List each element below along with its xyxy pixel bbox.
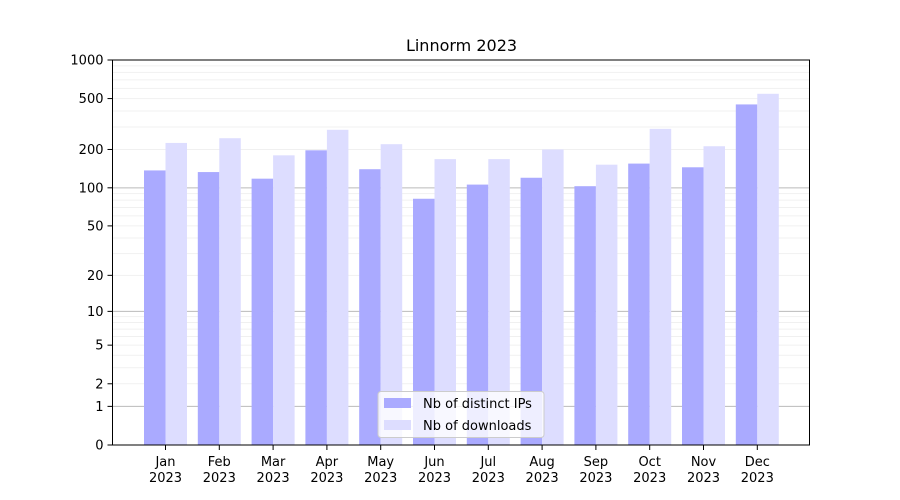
y-tick-label: 20 [87,269,104,284]
y-axis: 0 1 2 5 10 20 50 100 200 500 1000 [70,54,113,454]
x-tick-label-month: Nov [691,455,717,470]
bar-distinct-ips-feb [197,172,220,446]
x-tick-label-year: 2023 [310,471,343,486]
bars [144,93,779,446]
x-tick-label-year: 2023 [203,471,236,486]
bar-distinct-ips-jun [413,198,435,445]
y-tick-label: 200 [79,143,104,158]
legend-swatch-distinct-ips [384,398,411,408]
bar-downloads-oct [649,128,672,446]
x-tick-label-year: 2023 [472,471,505,486]
x-tick-label-month: Jan [154,455,175,470]
y-tick-label: 5 [95,339,103,354]
x-tick-label-month: Dec [745,455,770,470]
legend-label-distinct-ips: Nb of distinct IPs [423,397,532,412]
x-tick-label-month: Jun [423,455,444,470]
bar-downloads-aug [542,149,564,445]
y-tick-label: 2 [95,377,103,392]
legend-label-downloads: Nb of downloads [423,419,532,434]
y-tick-label: 0 [95,439,103,454]
x-tick-label-year: 2023 [741,471,774,486]
x-tick-label-month: May [367,455,394,470]
x-tick-label-year: 2023 [149,471,182,486]
x-tick-label-year: 2023 [526,471,559,486]
bar-downloads-jul [488,159,510,445]
bar-distinct-ips-aug [520,177,543,446]
bar-distinct-ips-mar [251,178,274,445]
bar-downloads-may [380,144,403,445]
x-tick-label-month: Aug [529,455,554,470]
bar-distinct-ips-nov [682,167,704,446]
legend-box [377,391,545,438]
bar-distinct-ips-jul [466,184,489,445]
x-tick-label-year: 2023 [687,471,720,486]
x-tick-label-year: 2023 [418,471,451,486]
y-tick-label: 1 [95,400,103,415]
x-tick-label-month: Feb [208,455,231,470]
bar-distinct-ips-dec [735,104,758,445]
x-tick-label-month: Mar [261,455,286,470]
y-tick-label: 500 [79,92,104,107]
y-tick-label: 50 [87,219,104,234]
x-tick-label-month: Sep [584,455,609,470]
bar-downloads-jun [434,159,456,445]
bar-distinct-ips-sep [574,186,596,446]
y-tick-label: 10 [87,305,104,320]
bar-downloads-sep [595,164,618,446]
bar-distinct-ips-apr [305,150,327,445]
x-tick-label-month: Apr [316,455,339,470]
x-tick-label-month: Oct [638,455,660,470]
y-tick-label: 100 [79,181,104,196]
y-tick-label: 1000 [70,54,103,69]
x-tick-label-year: 2023 [633,471,666,486]
x-tick-label-year: 2023 [579,471,612,486]
plot-area-frame [112,59,810,446]
bar-downloads-nov [703,146,725,446]
bar-downloads-dec [757,93,779,445]
bar-distinct-ips-oct [628,163,650,445]
bar-downloads-jan [165,142,187,446]
x-tick-label-year: 2023 [364,471,397,486]
bar-distinct-ips-may [359,169,381,445]
bar-downloads-feb [219,138,241,446]
x-tick-label-month: Jul [479,455,496,470]
chart-title: Linnorm 2023 [406,36,517,55]
x-tick-label-year: 2023 [257,471,290,486]
legend-swatch-downloads [384,420,411,430]
bar-downloads-mar [273,155,295,445]
x-axis: Jan2023Feb2023Mar2023Apr2023May2023Jun20… [149,445,774,486]
bar-downloads-apr [326,129,349,446]
legend: Nb of distinct IPs Nb of downloads [377,391,545,438]
bar-distinct-ips-jan [144,170,166,445]
